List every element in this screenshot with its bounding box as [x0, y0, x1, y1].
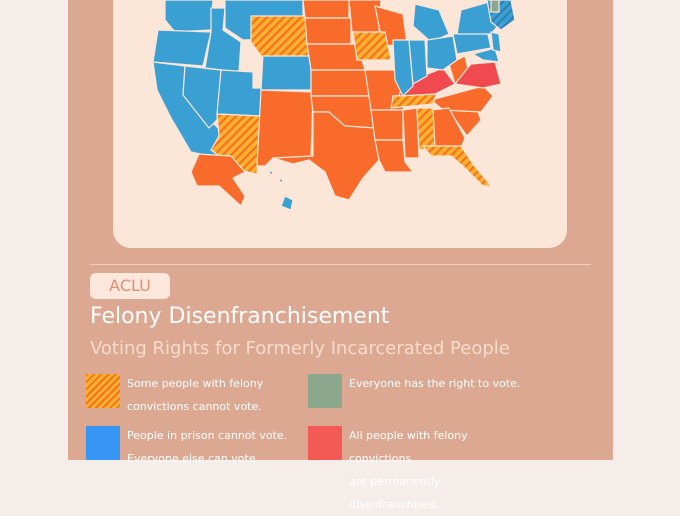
legend-item-permanent: All people with felony convictions are p…: [308, 424, 528, 511]
state-hawaii: [268, 169, 294, 211]
legend-swatch-everyone: [308, 374, 342, 408]
state-kentucky: [398, 67, 456, 97]
legend-label-prison-only: People in prison cannot vote. Everyone e…: [127, 429, 288, 465]
page-title: Felony Disenfranchisement: [90, 304, 390, 329]
divider: [90, 264, 591, 265]
state-alaska: [190, 153, 246, 207]
state-south-dakota: [304, 17, 352, 45]
legend-swatch-partial: [86, 374, 120, 408]
state-texas: [272, 111, 380, 201]
legend-label-everyone: Everyone has the right to vote.: [349, 377, 521, 390]
state-iowa: [352, 31, 392, 61]
legend-item-everyone: Everyone has the right to vote.: [308, 372, 528, 416]
state-michigan: [412, 3, 450, 43]
state-alabama: [416, 107, 436, 151]
legend-swatch-permanent: [308, 426, 342, 460]
state-oregon: [152, 29, 212, 67]
page-subtitle: Voting Rights for Formerly Incarcerated …: [90, 338, 510, 359]
state-wyoming: [250, 15, 310, 57]
legend-item-prison-only: People in prison cannot vote. Everyone e…: [86, 424, 306, 468]
state-virginia: [454, 61, 502, 89]
state-new-jersey: [490, 31, 502, 53]
state-north-dakota: [302, 0, 350, 19]
legend-label-permanent: All people with felony convictions are p…: [349, 429, 468, 511]
us-map-panel: [113, 0, 567, 248]
state-indiana: [408, 39, 428, 85]
infographic-card: ACLU Felony Disenfranchisement Voting Ri…: [68, 0, 613, 511]
state-maryland: [472, 47, 500, 63]
state-mississippi: [402, 107, 420, 159]
state-utah: [216, 69, 264, 117]
state-kansas: [310, 69, 372, 97]
state-illinois: [392, 39, 414, 97]
state-washington: [164, 0, 214, 33]
legend-item-partial: Some people with felony convictions cann…: [86, 372, 306, 416]
state-ohio: [426, 35, 458, 71]
legend-label-partial: Some people with felony convictions cann…: [127, 377, 264, 413]
state-colorado: [260, 53, 312, 91]
state-louisiana: [374, 139, 414, 173]
source-badge: ACLU: [90, 273, 170, 299]
legend-swatch-prison-only: [86, 426, 120, 460]
state-arkansas: [370, 109, 404, 141]
state-new-mexico: [256, 89, 314, 167]
state-florida: [422, 145, 492, 187]
state-vermont: [490, 0, 500, 13]
us-map: [152, 0, 516, 211]
